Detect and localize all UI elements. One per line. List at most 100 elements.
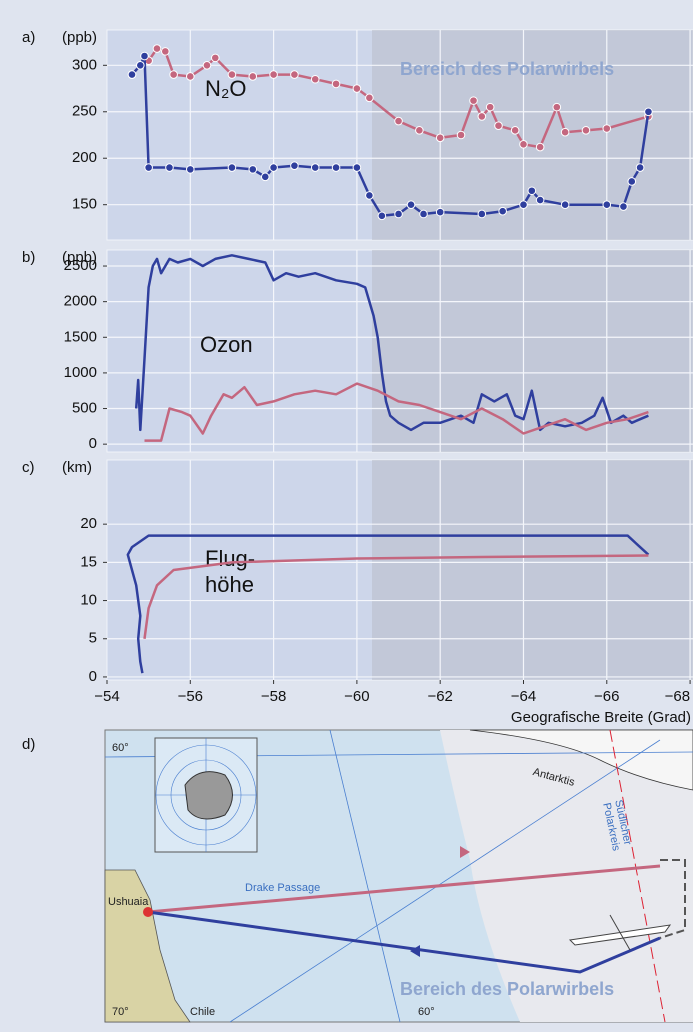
- point: [603, 201, 611, 209]
- point: [470, 97, 478, 105]
- point: [249, 166, 257, 174]
- y-tick-label: 200: [72, 149, 97, 166]
- point: [495, 122, 503, 130]
- page: {"chart_data":[ {"type":"line","label":"…: [0, 0, 693, 1032]
- point: [378, 212, 386, 220]
- point: [636, 164, 644, 172]
- point: [536, 196, 544, 204]
- map-label: Ushuaia: [108, 896, 149, 908]
- point: [478, 113, 486, 121]
- panel-label: c): [22, 459, 35, 476]
- y-tick-label: 0: [89, 668, 97, 685]
- y-tick-label: 1500: [64, 328, 97, 345]
- polar-region: [372, 460, 693, 680]
- point: [553, 103, 561, 111]
- x-tick-label: −58: [261, 688, 286, 705]
- point: [520, 140, 528, 148]
- point: [395, 210, 403, 218]
- point: [353, 85, 361, 93]
- point: [332, 164, 340, 172]
- annotation: N₂O: [205, 76, 247, 101]
- point: [311, 164, 319, 172]
- point: [145, 164, 153, 172]
- point: [311, 75, 319, 83]
- point: [395, 117, 403, 125]
- y-tick-label: 2500: [64, 257, 97, 274]
- map-label: Drake Passage: [245, 882, 320, 894]
- point: [436, 134, 444, 142]
- point: [186, 166, 194, 174]
- point: [353, 164, 361, 172]
- point: [536, 143, 544, 151]
- point: [499, 207, 507, 215]
- point: [228, 164, 236, 172]
- point: [249, 73, 257, 81]
- annotation: Ozon: [200, 332, 253, 357]
- y-tick-label: 20: [80, 515, 97, 532]
- point: [416, 127, 424, 135]
- y-tick-label: 10: [80, 592, 97, 609]
- unit-label: (ppb): [62, 29, 97, 46]
- map: d) 60° Antarktis Drake Passage Ushuaia S…: [22, 730, 693, 1022]
- point: [162, 48, 170, 56]
- unit-label: (km): [62, 459, 92, 476]
- point: [141, 52, 149, 60]
- y-tick-label: 1000: [64, 364, 97, 381]
- point: [528, 187, 536, 195]
- map-label: 60°: [418, 1006, 435, 1018]
- y-tick-label: 500: [72, 400, 97, 417]
- point: [166, 164, 174, 172]
- x-tick-label: −54: [94, 688, 119, 705]
- point: [628, 178, 636, 186]
- point: [645, 108, 653, 116]
- figure: a)(ppb)150200250300Bereich des Polarwirb…: [0, 0, 693, 1032]
- x-tick-label: −56: [178, 688, 203, 705]
- point: [561, 128, 569, 136]
- point: [228, 71, 236, 79]
- point: [261, 173, 269, 181]
- y-tick-label: 250: [72, 103, 97, 120]
- point: [153, 45, 161, 53]
- point: [332, 80, 340, 88]
- annotation: höhe: [205, 572, 254, 597]
- point: [211, 54, 219, 62]
- point: [270, 164, 278, 172]
- point: [511, 127, 519, 135]
- map-label: Chile: [190, 1006, 215, 1018]
- ushuaia-dot: [143, 907, 153, 917]
- map-label: Bereich des Polarwirbels: [400, 979, 614, 999]
- point: [478, 210, 486, 218]
- point: [137, 62, 145, 70]
- y-tick-label: 0: [89, 435, 97, 452]
- point: [620, 203, 628, 211]
- point: [603, 125, 611, 133]
- point: [457, 131, 465, 139]
- inset-antarctica: [185, 772, 233, 819]
- annotation: Flug-: [205, 546, 255, 571]
- point: [366, 192, 374, 200]
- y-tick-label: 15: [80, 553, 97, 570]
- point: [186, 73, 194, 81]
- map-label: 70°: [112, 1006, 129, 1018]
- point: [291, 71, 299, 79]
- y-tick-label: 2000: [64, 293, 97, 310]
- y-tick-label: 300: [72, 56, 97, 73]
- x-tick-label: −62: [427, 688, 452, 705]
- panel-label: b): [22, 249, 35, 266]
- x-tick-label: −68: [665, 688, 690, 705]
- point: [561, 201, 569, 209]
- region-label: Bereich des Polarwirbels: [400, 59, 614, 79]
- y-tick-label: 5: [89, 630, 97, 647]
- point: [203, 62, 211, 70]
- point: [407, 201, 415, 209]
- point: [520, 201, 528, 209]
- panel-label: a): [22, 29, 35, 46]
- point: [486, 103, 494, 111]
- y-tick-label: 150: [72, 196, 97, 213]
- polar-region: [372, 250, 693, 452]
- x-axis-label: Geografische Breite (Grad): [511, 709, 691, 726]
- point: [270, 71, 278, 79]
- point: [582, 127, 590, 135]
- point: [128, 71, 136, 79]
- point: [366, 94, 374, 102]
